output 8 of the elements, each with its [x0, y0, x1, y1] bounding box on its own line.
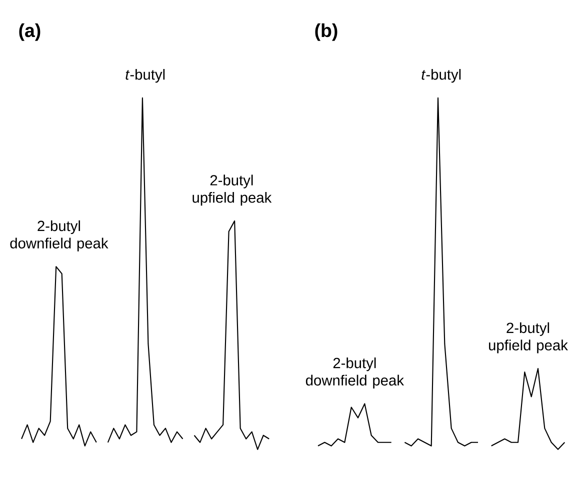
annotation: 2-butyl upfield peak	[489, 322, 568, 354]
chart-title: (a)	[19, 23, 40, 41]
chart-title: (b)	[315, 23, 338, 41]
annotation: 2-butyl downfield peak	[306, 357, 404, 388]
annotation: 2-butyl upfield peak	[192, 174, 272, 206]
text: t-butyl	[126, 68, 165, 83]
text: t-butyl	[422, 68, 461, 83]
annotation: 2-butyl downfield peak	[10, 220, 108, 252]
